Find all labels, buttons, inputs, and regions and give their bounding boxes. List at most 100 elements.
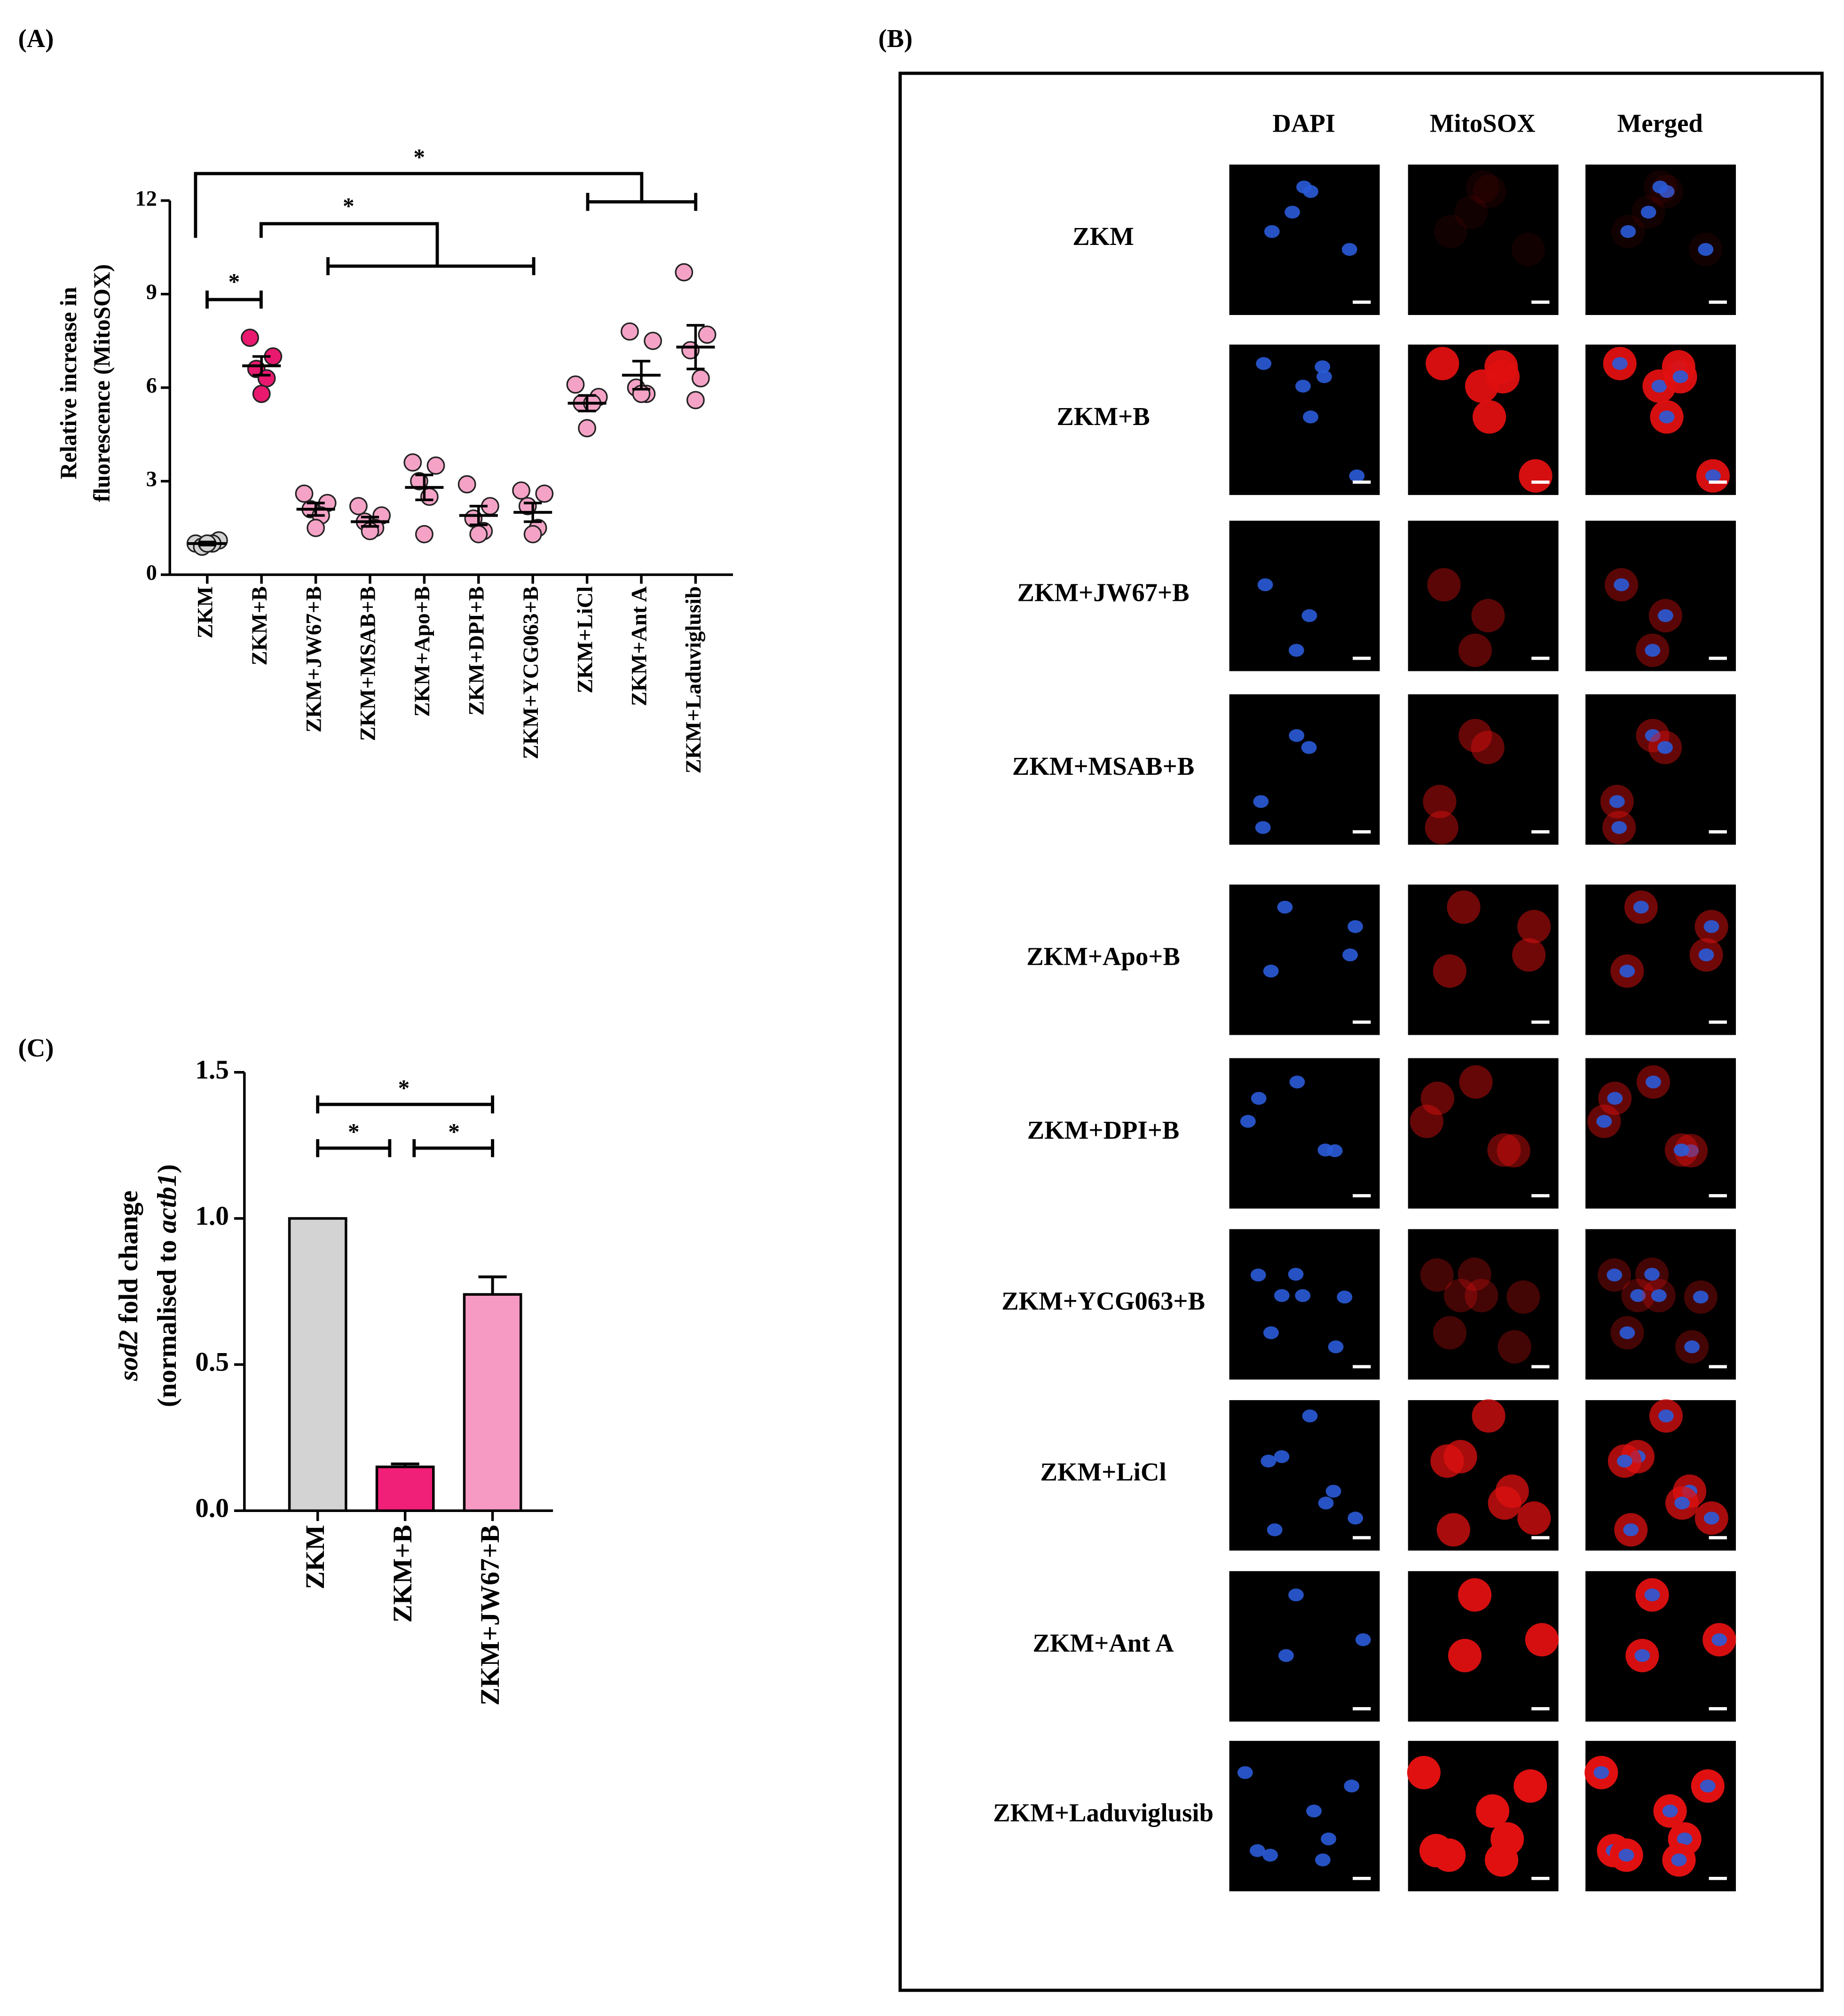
cell-mitosox [1420,1081,1454,1115]
y-axis-label: Relative increase in [55,287,81,479]
image-background [1408,520,1559,671]
cell-mitosox [1433,954,1466,988]
panel-label: (A) [18,24,54,53]
error-bar [252,355,271,377]
error-bar [361,515,379,528]
cell-nucleus [1303,410,1318,424]
panel-label: (B) [878,24,913,53]
cell-nucleus [1288,1268,1304,1281]
y-axis-label: fluorescence (MitoSOX) [89,264,115,502]
cell-nucleus [1296,181,1312,194]
image-background [1229,520,1380,671]
cell-nucleus [1274,1289,1290,1302]
y-tick-label: 6 [146,374,157,398]
column-header: DAPI [1272,109,1335,138]
micrograph [1229,1571,1380,1722]
cell-mitosox [1487,1133,1521,1167]
cell-mitosox [1472,1399,1505,1433]
data-point [307,519,325,537]
error-bar [524,502,542,523]
micrograph [1585,1058,1736,1209]
cell-nucleus [1315,360,1331,373]
significance: * [448,1118,460,1144]
image-background [1229,1571,1380,1722]
cell-mitosox [1471,598,1505,632]
cell-nucleus [1616,1454,1632,1468]
cell-nucleus [1301,609,1317,622]
cell-mitosox [1485,1843,1519,1877]
data-point [426,456,445,475]
x-tick-label: ZKM [300,1525,330,1589]
cell-nucleus [1250,1844,1265,1857]
cell-mitosox [1511,232,1545,267]
data-point [415,525,433,543]
cell-mitosox [1476,1794,1510,1828]
cell-nucleus [1318,1496,1334,1510]
cell-nucleus [1264,225,1280,238]
micrograph [1585,344,1736,495]
cell-nucleus [1607,1268,1623,1282]
panel-label: (C) [18,1033,54,1062]
cell-mitosox [1432,1838,1466,1872]
data-point [620,322,639,341]
x-tick-label: ZKM+LiCl [573,586,597,693]
error-bar [469,504,488,527]
significance: * [229,269,240,295]
y-axis-label: sod2 fold change [114,1190,143,1381]
cell-mitosox [1410,1104,1443,1138]
row-label: ZKM+Apo+B [1026,942,1180,971]
cell-nucleus [1263,964,1279,978]
cell-nucleus [1703,1512,1719,1525]
cell-nucleus [1645,729,1661,742]
image-background [1585,1229,1736,1380]
micrograph [1585,694,1736,845]
micrograph [1585,165,1736,315]
micrograph [1229,1400,1380,1551]
cell-nucleus [1255,821,1271,834]
micrograph [1585,1399,1736,1551]
error-bar [391,1462,419,1467]
cell-nucleus [1344,1780,1360,1793]
error-bar [632,360,651,391]
cell-mitosox [1447,890,1481,924]
cell-nucleus [1288,1588,1304,1602]
cell-nucleus [1251,1092,1267,1105]
x-tick-label: ZKM+Ant A [628,586,652,706]
cell-nucleus [1657,741,1673,754]
data-point [698,325,717,344]
micrograph [1585,520,1736,671]
column-header: MitoSOX [1430,109,1536,138]
cell-mitosox [1497,1134,1530,1168]
x-tick-label: ZKM+YCG063+B [519,586,543,759]
cell-nucleus [1274,1450,1290,1463]
cell-mitosox [1425,811,1458,844]
cell-mitosox [1466,170,1500,204]
error-bar [686,324,705,370]
data-point [241,328,259,347]
cell-mitosox [1454,195,1488,229]
micrograph [1229,1058,1380,1209]
cell-nucleus [1250,1268,1266,1282]
image-background [1229,694,1380,845]
y-tick-label: 9 [146,280,157,304]
significance-brackets [194,172,698,1158]
image-background [1408,165,1559,315]
cell-mitosox [1458,1257,1491,1291]
panel-frame [898,71,1824,1992]
cell-nucleus [1593,1766,1609,1779]
cell-nucleus [1711,1633,1727,1646]
cell-mitosox [1517,1501,1551,1535]
significance: * [348,1118,360,1144]
y-tick-label: 3 [146,467,157,491]
cell-nucleus [1703,920,1719,933]
cell-mitosox [1506,1280,1540,1314]
cell-mitosox [1427,568,1461,602]
cell-nucleus [1614,578,1629,591]
cell-nucleus [1652,181,1668,194]
error-bar [415,473,433,501]
y-axis-label-part: sod2 [114,1330,143,1381]
cell-nucleus [1671,1853,1687,1866]
cell-nucleus [1662,1804,1678,1818]
image-background [1408,1058,1559,1209]
